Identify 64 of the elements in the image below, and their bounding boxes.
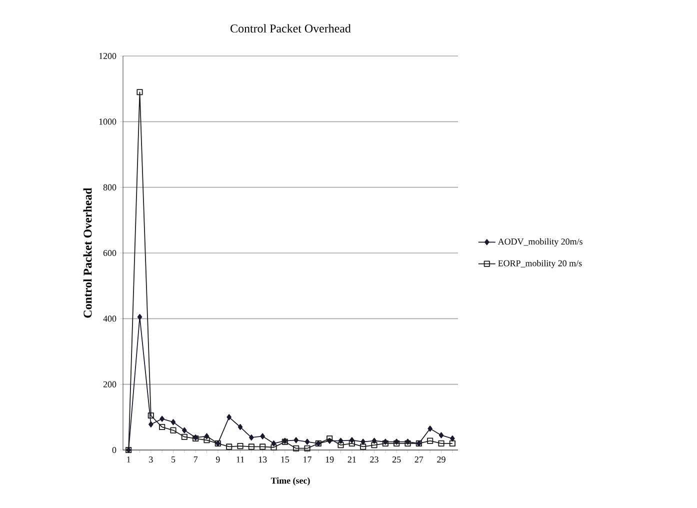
x-tick-label: 15: [281, 456, 290, 463]
point: [160, 416, 164, 422]
point: [338, 442, 344, 448]
x-tick-label: 27: [414, 456, 424, 462]
point: [428, 426, 432, 432]
point: [360, 444, 366, 450]
point: [304, 438, 310, 445]
point: [371, 442, 378, 448]
x-tick-label: 5: [172, 456, 176, 462]
point: [248, 444, 254, 450]
point: [148, 412, 154, 419]
y-tick-label: 600: [103, 250, 116, 256]
x-tick-label: 9: [216, 456, 220, 463]
point: [293, 445, 300, 452]
point: [170, 427, 176, 434]
point: [249, 434, 254, 441]
y-tick-label: 400: [103, 316, 116, 322]
x-tick-label: 17: [304, 456, 312, 462]
x-axis-title: Time (sec): [270, 477, 310, 486]
point: [182, 427, 187, 434]
y-tick-label: 800: [103, 184, 116, 190]
point: [238, 424, 243, 430]
point: [438, 432, 444, 438]
y-tick-label: 1000: [99, 118, 116, 125]
x-tick-label: 13: [258, 456, 267, 463]
point: [304, 445, 310, 452]
x-tick-label: 3: [149, 456, 153, 463]
point: [137, 314, 142, 320]
chart-title: Control Packet Overhead: [230, 24, 351, 33]
point: [204, 437, 210, 444]
x-tick-label: 21: [348, 456, 356, 462]
x-tick-label: 7: [194, 456, 198, 462]
point: [226, 444, 232, 450]
point: [237, 443, 244, 450]
point: [449, 440, 456, 446]
point: [360, 438, 366, 445]
legend-label: AODV_mobility 20m/s: [498, 238, 582, 246]
y-tick-label: 1200: [99, 52, 116, 60]
x-tick-label: 29: [437, 456, 446, 463]
y-tick-label: 200: [103, 381, 116, 388]
point: [326, 435, 333, 442]
y-axis-title: Control Packet Overhead: [83, 188, 92, 318]
point: [450, 435, 455, 442]
point: [136, 89, 143, 96]
point: [226, 414, 232, 420]
point: [181, 434, 188, 440]
point: [159, 424, 166, 430]
point: [270, 444, 277, 450]
point: [348, 440, 355, 446]
legend-label: EORP_mobility 20 m/s: [498, 260, 582, 268]
point: [148, 421, 154, 428]
point: [271, 440, 276, 446]
point: [438, 440, 444, 446]
point: [170, 419, 176, 426]
point: [260, 444, 266, 450]
x-tick-label: 19: [326, 456, 334, 463]
point: [427, 438, 434, 444]
x-tick-label: 11: [236, 456, 244, 462]
x-tick-label: 25: [392, 456, 401, 463]
x-tick-label: 1: [127, 456, 130, 462]
point: [260, 433, 265, 440]
point: [294, 437, 298, 444]
y-tick-label: 0: [112, 446, 116, 454]
x-tick-label: 23: [370, 456, 378, 463]
